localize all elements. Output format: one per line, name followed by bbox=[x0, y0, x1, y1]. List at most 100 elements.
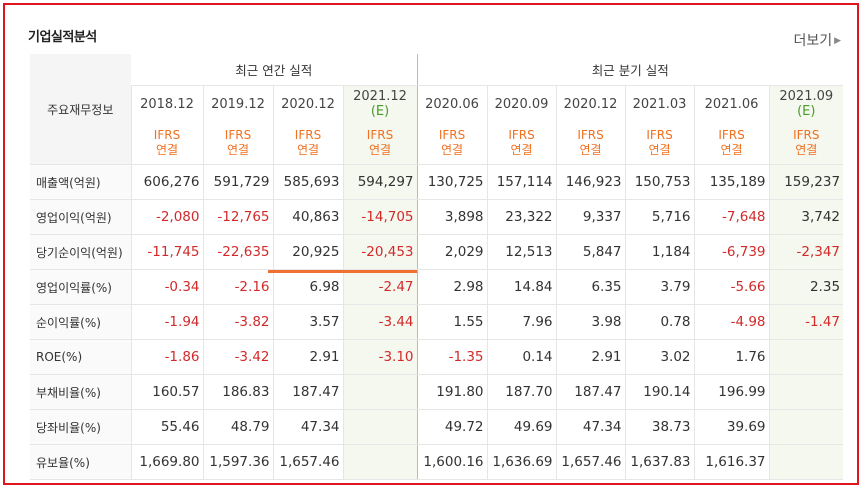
table-cell: 48.79 bbox=[202, 409, 273, 445]
ifrs-label: IFRS 연결 bbox=[624, 122, 695, 165]
table-cell: -12,765 bbox=[202, 199, 273, 235]
table-cell: 40,863 bbox=[272, 199, 343, 235]
ifrs-label: IFRS 연결 bbox=[693, 122, 770, 165]
table-row: 당좌비율(%) 55.46 48.79 47.34 49.72 49.69 47.34 38.… bbox=[30, 409, 844, 445]
ifrs-text: IFRS bbox=[508, 128, 535, 142]
table-cell: 196.99 bbox=[693, 374, 770, 410]
table-cell: 2.98 bbox=[416, 269, 488, 305]
period-header: 2021.03 bbox=[624, 85, 695, 122]
ifrs-label: IFRS 연결 bbox=[342, 122, 418, 165]
table-cell: -1.47 bbox=[768, 304, 844, 340]
more-link[interactable]: 더보기 ▶ bbox=[793, 30, 841, 50]
table-cell: 130,725 bbox=[416, 164, 488, 200]
table-row: 영업이익(억원) -2,080 -12,765 40,863 -14,705 3,898 2… bbox=[30, 199, 844, 235]
ifrs-text: IFRS bbox=[438, 128, 466, 142]
period-header: 2019.12 bbox=[202, 85, 273, 122]
table-cell: -22,635 bbox=[202, 234, 273, 270]
table-cell: 160.57 bbox=[130, 374, 203, 410]
row-label: 순이익률(%) bbox=[30, 304, 131, 340]
estimate-mark: (E) bbox=[370, 104, 390, 119]
table-cell: 49.72 bbox=[416, 409, 488, 445]
row-label-header: 주요재무정보 bbox=[30, 54, 131, 165]
period-header: 2020.12 bbox=[555, 85, 626, 122]
table-cell: 1.55 bbox=[416, 304, 488, 340]
period-label: 2020.09 bbox=[494, 96, 549, 112]
table-cell: -2,080 bbox=[130, 199, 203, 235]
ifrs-label: IFRS 연결 bbox=[202, 122, 273, 165]
table-cell: -1.86 bbox=[130, 339, 203, 375]
table-cell: 585,693 bbox=[272, 164, 343, 200]
ifrs-label: IFRS 연결 bbox=[416, 122, 488, 165]
table-cell: -4.98 bbox=[693, 304, 770, 340]
table-cell: -3.10 bbox=[342, 339, 418, 375]
quarter-group-header: 최근 분기 실적 bbox=[416, 54, 844, 86]
table-cell: 20,925 bbox=[272, 234, 343, 270]
period-header: 2021.06 bbox=[693, 85, 770, 122]
period-label: 2021.09 bbox=[779, 89, 834, 104]
ifrs-text: IFRS bbox=[718, 128, 745, 142]
section-title: 기업실적분석 bbox=[28, 30, 97, 45]
table-row: 당기순이익(억원) -11,745 -22,635 20,925 -20,453 2,02… bbox=[30, 234, 844, 270]
table-cell: 1,597.36 bbox=[202, 444, 273, 480]
chevron-right-icon: ▶ bbox=[834, 36, 841, 46]
table-cell bbox=[768, 339, 844, 375]
table-cell: 146,923 bbox=[555, 164, 626, 200]
period-header: 2018.12 bbox=[130, 85, 203, 122]
table-cell: 1.76 bbox=[693, 339, 770, 375]
row-label: 당좌비율(%) bbox=[30, 409, 131, 445]
highlight-underline bbox=[268, 270, 417, 273]
table-cell: 191.80 bbox=[416, 374, 488, 410]
table-cell: 7.96 bbox=[486, 304, 557, 340]
table-cell: 9,337 bbox=[555, 199, 626, 235]
row-label: 당기순이익(억원) bbox=[30, 234, 131, 270]
table-cell: 1,637.83 bbox=[624, 444, 695, 480]
table-cell: -1.94 bbox=[130, 304, 203, 340]
table-cell: 2.91 bbox=[555, 339, 626, 375]
table-row: 매출액(억원) 606,276 591,729 585,693 594,297 130,7… bbox=[30, 164, 844, 200]
table-cell: 3.57 bbox=[272, 304, 343, 340]
financial-table: 주요재무정보 최근 연간 실적 최근 분기 실적 2018.12 2019.12 2… bbox=[30, 54, 844, 480]
period-row: 2018.12 2019.12 2020.12 2021.12 (E) 2020.06 20… bbox=[30, 85, 844, 122]
table-row: 영업이익률(%) -0.34 -2.16 6.98 -2.47 2.98 14.84 6.35… bbox=[30, 269, 844, 305]
period-label: 2020.12 bbox=[563, 96, 618, 112]
table-cell: -2,347 bbox=[768, 234, 844, 270]
table-row: 유보율(%) 1,669.80 1,597.36 1,657.46 1,600.16 1,… bbox=[30, 444, 844, 480]
table-cell: 2.35 bbox=[768, 269, 844, 305]
table-cell: 606,276 bbox=[130, 164, 203, 200]
table-cell: 47.34 bbox=[555, 409, 626, 445]
table-cell: 23,322 bbox=[486, 199, 557, 235]
ifrs-text: IFRS bbox=[577, 128, 604, 142]
row-label: ROE(%) bbox=[30, 339, 131, 375]
table-cell: 2,029 bbox=[416, 234, 488, 270]
ifrs-text: IFRS bbox=[153, 128, 181, 142]
ifrs-row: IFRS 연결 IFRS 연결 IFRS 연결 IFRS 연결 IFRS 연결 IFRS 연결 IFRS… bbox=[30, 122, 844, 165]
estimate-mark: (E) bbox=[797, 104, 816, 119]
table-cell: -6,739 bbox=[693, 234, 770, 270]
table-cell: -3.42 bbox=[202, 339, 273, 375]
consolidated-text: 연결 bbox=[296, 143, 320, 157]
table-cell: -20,453 bbox=[342, 234, 418, 270]
table-cell bbox=[342, 409, 418, 445]
table-cell: -2.47 bbox=[342, 269, 418, 305]
table-cell: 5,847 bbox=[555, 234, 626, 270]
table-cell bbox=[768, 444, 844, 480]
period-label: 2018.12 bbox=[140, 96, 194, 112]
table-cell: 190.14 bbox=[624, 374, 695, 410]
table-cell: 39.69 bbox=[693, 409, 770, 445]
period-header: 2020.12 bbox=[272, 85, 343, 122]
period-label: 2021.03 bbox=[632, 96, 687, 112]
consolidated-text: 연결 bbox=[155, 143, 179, 157]
row-label: 영업이익률(%) bbox=[30, 269, 131, 305]
table-cell: 5,716 bbox=[624, 199, 695, 235]
period-label: 2019.12 bbox=[211, 96, 265, 112]
consolidated-text: 연결 bbox=[226, 143, 250, 157]
more-link-label: 더보기 bbox=[793, 33, 833, 49]
table-cell: 3.98 bbox=[555, 304, 626, 340]
table-cell: 14.84 bbox=[486, 269, 557, 305]
table-cell: -11,745 bbox=[130, 234, 203, 270]
consolidated-text: 연결 bbox=[720, 143, 743, 157]
consolidated-text: 연결 bbox=[510, 143, 533, 157]
table-cell: 1,669.80 bbox=[130, 444, 203, 480]
table-cell: 1,636.69 bbox=[486, 444, 557, 480]
table-cell: 55.46 bbox=[130, 409, 203, 445]
